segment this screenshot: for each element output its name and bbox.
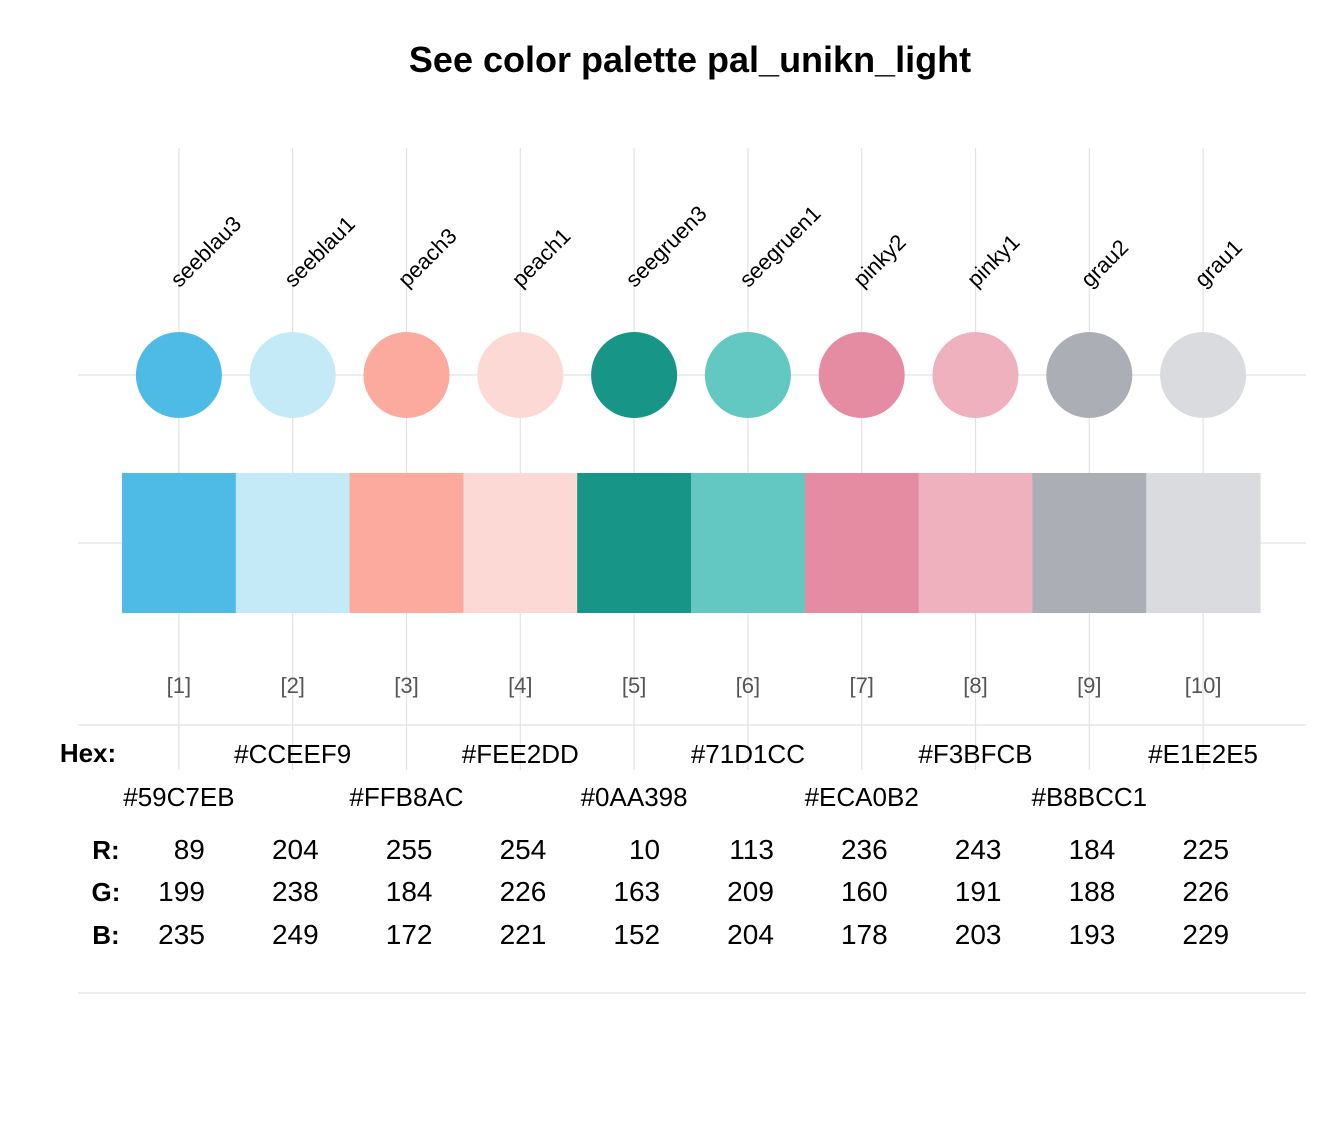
g-value: 184 [386,876,433,907]
hex-value: #FFB8AC [349,782,463,812]
color-index-label: [3] [394,673,418,698]
g-value: 163 [613,876,660,907]
color-name-label: grau1 [1190,234,1247,291]
g-value: 191 [955,876,1002,907]
color-swatch [1146,473,1261,613]
b-value: 249 [272,919,319,950]
color-circle [704,332,791,418]
hex-value: #F3BFCB [918,739,1032,769]
hex-value: #ECA0B2 [805,782,919,812]
color-name-label: grau2 [1076,234,1133,291]
b-value: 204 [727,919,774,950]
color-name-label: seeblau1 [279,211,360,292]
color-swatch [349,473,464,613]
color-name-labels: seeblau3 seeblau1 peach3 peach1 seegruen3 see… [165,201,1247,292]
r-value: 89 [174,834,205,865]
color-index-label: [8] [963,673,987,698]
color-swatch [122,473,237,613]
color-swatch [804,473,920,613]
b-value: 221 [500,919,547,950]
g-value: 188 [1069,876,1116,907]
color-circle [477,332,564,418]
g-value: 226 [500,876,547,907]
color-index-label: [1] [167,673,191,698]
r-row-label: R: [92,835,119,865]
color-index-label: [9] [1077,673,1101,698]
r-value: 243 [955,834,1002,865]
hex-value: #E1E2E5 [1148,739,1258,769]
color-circle [363,332,450,418]
color-circle [932,332,1019,418]
color-index-label: [10] [1185,673,1222,698]
g-value: 209 [727,876,774,907]
color-circle [591,332,678,418]
r-value: 236 [841,834,888,865]
color-name-label: peach1 [507,223,576,292]
b-value: 235 [158,919,205,950]
g-value: 238 [272,876,319,907]
color-circle [1046,332,1133,418]
color-index-label: [4] [508,673,532,698]
color-index-labels: [1] [2] [3] [4] [5] [6] [7] [8] [9] [10] [167,673,1222,698]
color-index-label: [6] [736,673,760,698]
color-circles [135,332,1247,418]
color-circle [818,332,905,418]
hex-values: Hex: #59C7EB#CCEEF9 #FFB8AC #FEE2DD#0AA398… [60,738,1258,812]
color-swatch [463,473,578,613]
color-name-label: pinky2 [848,229,911,292]
hex-value: #71D1CC [691,739,805,769]
b-value: 229 [1182,919,1229,950]
g-value: 160 [841,876,888,907]
color-name-label: pinky1 [962,229,1025,292]
color-index-label: [5] [622,673,646,698]
b-value: 172 [386,919,433,950]
hex-value: #CCEEF9 [234,739,351,769]
r-value: 10 [629,834,660,865]
color-circle [135,332,222,418]
rgb-values: R: G: B: 89 199 235 204 238 249 255 184 172 254 22… [92,834,1230,950]
color-circle [1160,332,1247,418]
r-value: 204 [272,834,319,865]
chart-title: See color palette pal_unikn_light [409,39,971,80]
g-row-label: G: [92,877,121,907]
r-value: 254 [500,834,547,865]
hex-value: #59C7EB [123,782,234,812]
r-value: 225 [1182,834,1229,865]
color-index-label: [7] [849,673,873,698]
color-index-label: [2] [280,673,304,698]
color-swatch [577,473,692,613]
color-swatches [122,473,1261,613]
b-row-label: B: [92,920,119,950]
color-circle [249,332,336,418]
b-value: 178 [841,919,888,950]
r-value: 255 [386,834,433,865]
color-name-label: peach3 [393,223,462,292]
g-value: 226 [1182,876,1229,907]
r-value: 184 [1069,834,1116,865]
hex-value: #0AA398 [581,782,688,812]
color-swatch [691,473,806,613]
hex-value: #FEE2DD [462,739,579,769]
g-value: 199 [158,876,205,907]
color-name-label: seeblau3 [165,211,246,292]
b-value: 203 [955,919,1002,950]
r-value: 113 [729,834,774,865]
hex-row-label: Hex: [60,738,116,768]
b-value: 193 [1069,919,1116,950]
b-value: 152 [613,919,660,950]
color-swatch [235,473,351,613]
color-swatch [1032,473,1147,613]
color-swatch [918,473,1033,613]
hex-value: #B8BCC1 [1031,782,1147,812]
